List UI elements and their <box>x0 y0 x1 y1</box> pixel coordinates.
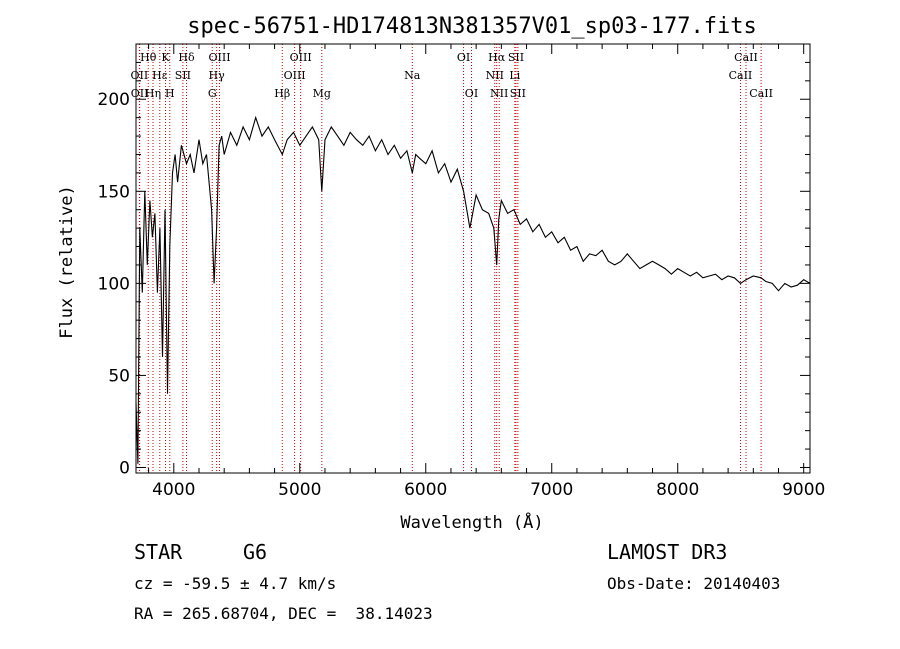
spectrum-series-line <box>135 115 811 464</box>
y-axis-ticks: 0 50 100 150 200 <box>98 43 810 478</box>
y-tick-label-100: 100 <box>98 274 130 294</box>
plot-frame <box>135 43 811 474</box>
x-tick-label-6000: 6000 <box>404 480 447 500</box>
y-tick-label-150: 150 <box>98 182 130 202</box>
line-marker-label-9: OIII <box>208 51 230 64</box>
y-tick-label-200: 200 <box>98 90 130 110</box>
line-marker-label-3: Hε <box>152 69 168 82</box>
object-subclass: G6 <box>243 540 268 564</box>
observation-date: Obs-Date: 20140403 <box>607 574 781 593</box>
line-marker-label-25: CaII <box>734 51 758 64</box>
line-marker-label-16: Na <box>404 69 421 82</box>
x-tick-label-5000: 5000 <box>278 480 321 500</box>
line-marker-label-17: OI <box>457 51 470 64</box>
line-marker-label-15: Mg <box>313 87 331 100</box>
line-marker-label-1: OII <box>131 69 149 82</box>
emission-line-markers <box>138 44 762 473</box>
line-marker-label-20: NII <box>486 69 504 82</box>
x-tick-label-8000: 8000 <box>656 480 699 500</box>
line-marker-label-12: Hβ <box>274 87 290 100</box>
line-marker-label-19: Hα <box>488 51 506 64</box>
x-axis-ticks: 4000 5000 6000 7000 8000 9000 <box>148 44 825 500</box>
line-marker-label-10: Hγ <box>209 69 226 82</box>
line-marker-label-2: OII <box>131 87 149 100</box>
y-tick-label-50: 50 <box>108 366 130 386</box>
line-marker-label-4: Hη <box>145 87 161 100</box>
line-marker-label-18: OI <box>465 87 478 100</box>
x-tick-label-4000: 4000 <box>152 480 195 500</box>
line-marker-label-0: Hθ <box>140 51 157 64</box>
line-marker-label-13: OIII <box>290 51 312 64</box>
line-marker-label-24: SII <box>510 87 526 100</box>
x-axis-label: Wavelength (Å) <box>400 511 543 533</box>
object-class: STAR <box>134 540 183 564</box>
chart-title: spec-56751-HD174813N381357V01_sp03-177.f… <box>187 14 757 39</box>
line-marker-label-7: Hδ <box>178 51 195 64</box>
line-marker-label-27: CaII <box>749 87 773 100</box>
redshift-cz: cz = -59.5 ± 4.7 km/s <box>134 574 337 593</box>
survey-name: LAMOST DR3 <box>607 540 728 564</box>
y-tick-label-0: 0 <box>119 458 130 478</box>
x-tick-label-9000: 9000 <box>782 480 825 500</box>
line-marker-label-5: K <box>161 51 170 64</box>
line-marker-label-26: CaII <box>729 69 753 82</box>
line-marker-label-14: OIII <box>284 69 306 82</box>
line-marker-label-21: NII <box>490 87 508 100</box>
line-marker-label-22: SII <box>508 51 524 64</box>
x-tick-label-7000: 7000 <box>530 480 573 500</box>
line-marker-label-6: H <box>165 87 175 100</box>
line-marker-label-8: SII <box>175 69 191 82</box>
line-marker-label-23: Li <box>509 69 520 82</box>
y-axis-label: Flux (relative) <box>57 185 77 339</box>
coordinates: RA = 265.68704, DEC = 38.14023 <box>134 604 433 623</box>
line-marker-label-11: G <box>208 87 217 100</box>
